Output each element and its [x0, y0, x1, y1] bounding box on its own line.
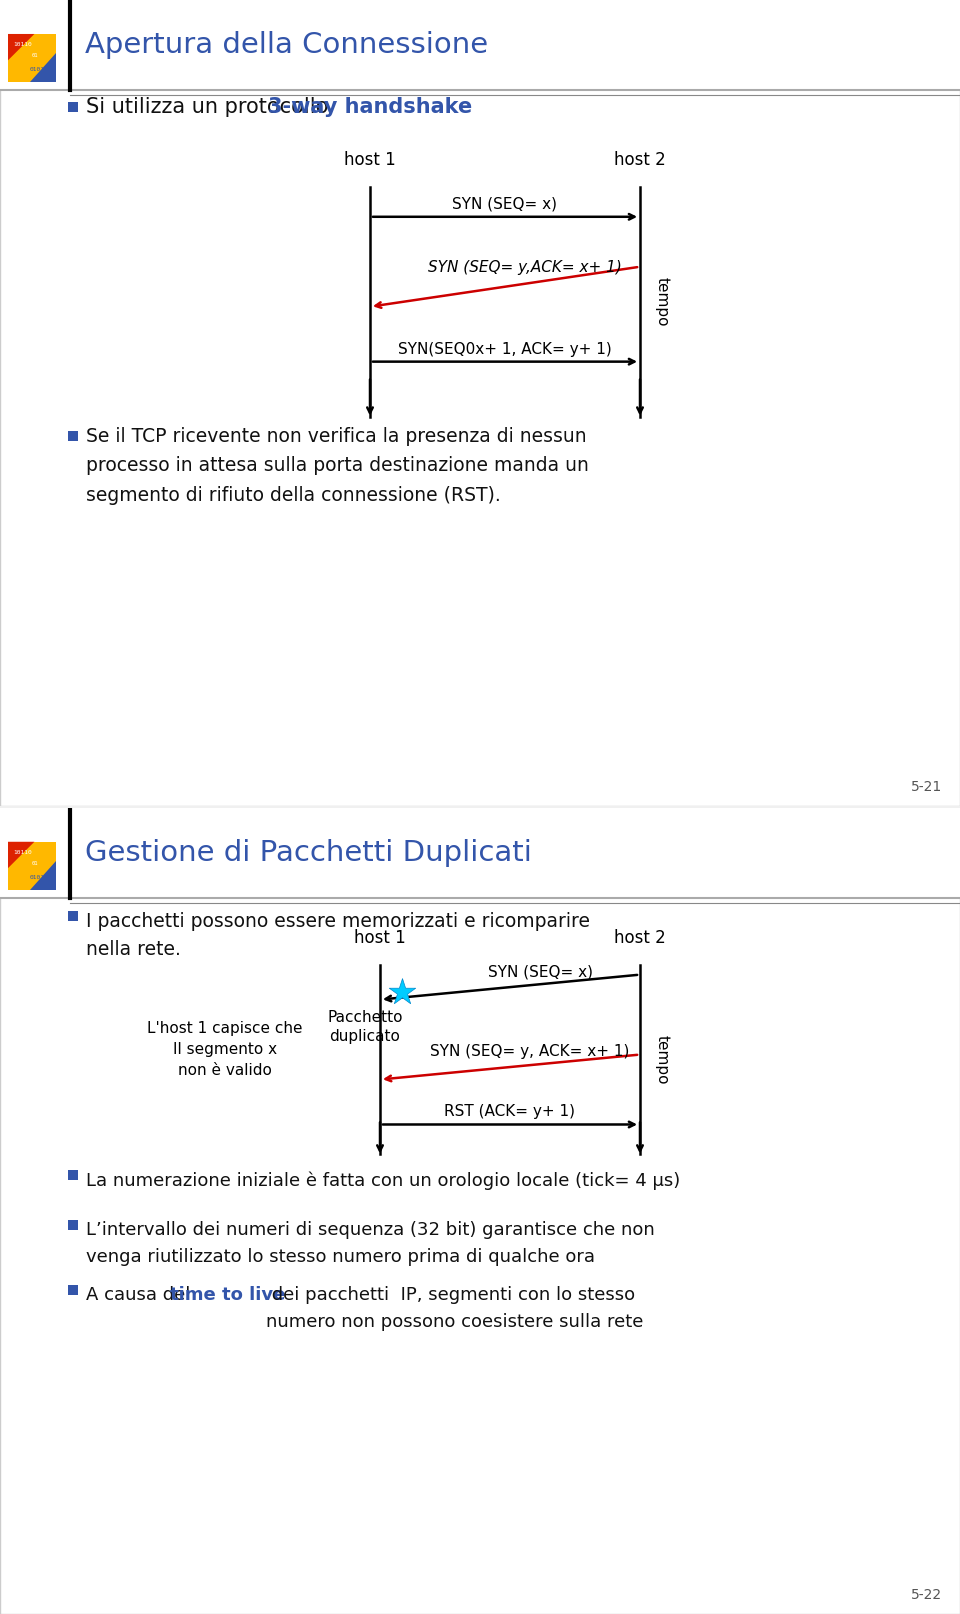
Text: I pacchetti possono essere memorizzati e ricomparire
nella rete.: I pacchetti possono essere memorizzati e…: [86, 912, 590, 959]
Text: host 2: host 2: [614, 150, 666, 169]
Text: Apertura della Connessione: Apertura della Connessione: [85, 31, 488, 60]
Text: tempo: tempo: [655, 278, 669, 326]
Text: L'host 1 capisce che
Il segmento x
non è valido: L'host 1 capisce che Il segmento x non è…: [147, 1022, 302, 1078]
FancyBboxPatch shape: [68, 431, 78, 441]
Text: 5-22: 5-22: [911, 1588, 942, 1603]
Text: Se il TCP ricevente non verifica la presenza di nessun
processo in attesa sulla : Se il TCP ricevente non verifica la pres…: [86, 426, 588, 505]
Polygon shape: [8, 843, 35, 868]
Text: dei pacchetti  IP, segmenti con lo stesso
numero non possono coesistere sulla re: dei pacchetti IP, segmenti con lo stesso…: [266, 1286, 643, 1330]
Polygon shape: [30, 53, 56, 82]
Text: 01: 01: [31, 53, 37, 58]
FancyBboxPatch shape: [68, 910, 78, 920]
Text: L’intervallo dei numeri di sequenza (32 bit) garantisce che non
venga riutilizza: L’intervallo dei numeri di sequenza (32 …: [86, 1222, 655, 1265]
Text: Si utilizza un protocollo: Si utilizza un protocollo: [86, 97, 335, 116]
Text: SYN(SEQ0x+ 1, ACK= y+ 1): SYN(SEQ0x+ 1, ACK= y+ 1): [398, 342, 612, 357]
Text: SYN (SEQ= x): SYN (SEQ= x): [488, 964, 592, 980]
Text: RST (ACK= y+ 1): RST (ACK= y+ 1): [444, 1104, 575, 1120]
Polygon shape: [30, 860, 56, 889]
Point: [395, 978, 410, 1004]
Text: 01: 01: [31, 860, 37, 865]
Text: La numerazione iniziale è fatta con un orologio locale (tick= 4 μs): La numerazione iniziale è fatta con un o…: [86, 1172, 681, 1190]
FancyBboxPatch shape: [68, 102, 78, 111]
FancyBboxPatch shape: [0, 807, 960, 1614]
Text: Gestione di Pacchetti Duplicati: Gestione di Pacchetti Duplicati: [85, 839, 532, 867]
Text: 3-way handshake: 3-way handshake: [268, 97, 472, 116]
Text: SYN (SEQ= y, ACK= x+ 1): SYN (SEQ= y, ACK= x+ 1): [430, 1044, 630, 1059]
Text: tempo: tempo: [655, 1035, 669, 1085]
Text: host 1: host 1: [354, 928, 406, 947]
FancyBboxPatch shape: [0, 0, 960, 807]
Polygon shape: [8, 34, 35, 60]
Text: time to live: time to live: [170, 1286, 285, 1304]
Text: A causa del: A causa del: [86, 1286, 196, 1304]
FancyBboxPatch shape: [68, 1285, 78, 1296]
Text: 01011: 01011: [30, 875, 49, 880]
FancyBboxPatch shape: [8, 843, 56, 889]
FancyBboxPatch shape: [0, 0, 960, 90]
Text: host 1: host 1: [344, 150, 396, 169]
Text: 10110: 10110: [13, 42, 32, 47]
FancyBboxPatch shape: [68, 1220, 78, 1230]
Text: host 2: host 2: [614, 928, 666, 947]
Text: Pacchetto
duplicato: Pacchetto duplicato: [327, 1010, 403, 1044]
Text: 5-21: 5-21: [911, 780, 942, 794]
Text: SYN (SEQ= x): SYN (SEQ= x): [452, 197, 558, 211]
FancyBboxPatch shape: [8, 34, 56, 82]
Text: 01011: 01011: [30, 68, 49, 73]
Text: SYN (SEQ= y,ACK= x+ 1): SYN (SEQ= y,ACK= x+ 1): [428, 260, 622, 274]
FancyBboxPatch shape: [68, 1170, 78, 1180]
Text: 10110: 10110: [13, 851, 32, 855]
FancyBboxPatch shape: [0, 807, 960, 897]
